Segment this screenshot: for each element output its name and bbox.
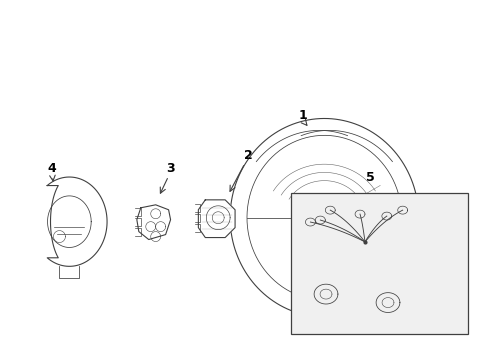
Text: 1: 1	[298, 109, 306, 122]
Polygon shape	[198, 200, 235, 238]
Text: 5: 5	[365, 171, 374, 184]
Text: 2: 2	[243, 149, 252, 162]
Text: 3: 3	[166, 162, 175, 175]
Polygon shape	[137, 205, 170, 239]
Polygon shape	[47, 177, 107, 266]
Text: 4: 4	[47, 162, 56, 175]
Bar	[290, 193, 467, 334]
